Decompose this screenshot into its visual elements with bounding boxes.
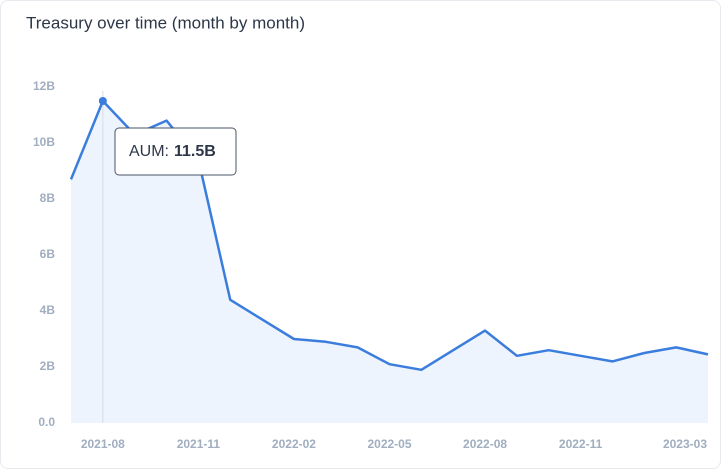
x-tick-label: 2022-02 bbox=[272, 437, 316, 451]
y-tick-label: 2B bbox=[40, 359, 56, 373]
y-tick-label: 4B bbox=[40, 303, 56, 317]
x-tick-label: 2022-08 bbox=[463, 437, 507, 451]
y-tick-label: 12B bbox=[33, 79, 55, 93]
tooltip-box bbox=[114, 127, 237, 176]
y-tick-label: 8B bbox=[40, 191, 56, 205]
chart-title: Treasury over time (month by month) bbox=[26, 13, 305, 32]
x-tick-label: 2023-03 bbox=[663, 437, 707, 451]
x-tick-label: 2022-11 bbox=[559, 437, 603, 451]
y-tick-label: 10B bbox=[33, 135, 55, 149]
tooltip-text: AUM: 11.5B bbox=[129, 143, 216, 160]
y-tick-label: 6B bbox=[40, 247, 56, 261]
tooltip-value: 11.5B bbox=[174, 143, 216, 160]
tooltip-label: AUM: bbox=[129, 143, 169, 160]
x-tick-label: 2021-11 bbox=[177, 437, 221, 451]
hover-point bbox=[98, 97, 107, 105]
x-tick-label: 2022-05 bbox=[367, 437, 411, 451]
area-fill bbox=[71, 101, 708, 423]
x-tick-label: 2021-08 bbox=[81, 437, 125, 451]
y-tick-label: 0.0 bbox=[38, 415, 55, 429]
